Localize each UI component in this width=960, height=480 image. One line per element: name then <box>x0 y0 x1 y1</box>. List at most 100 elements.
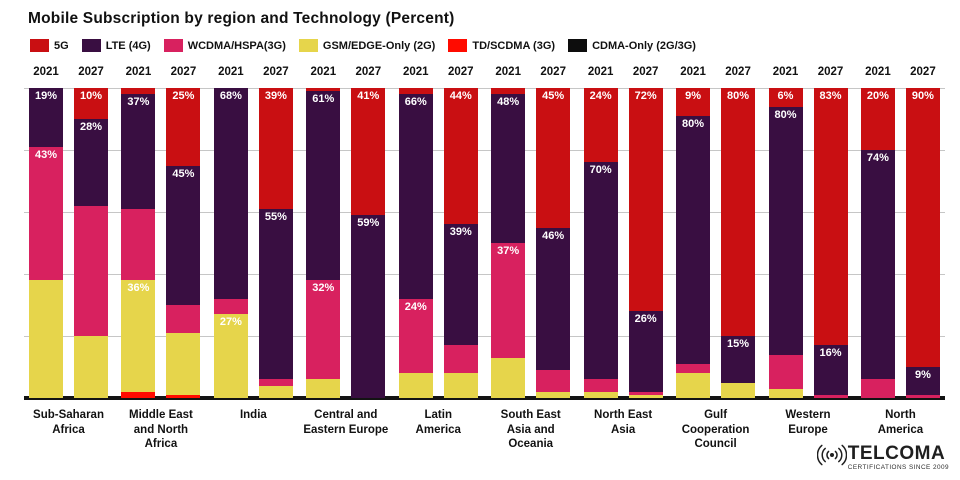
bar-segment: 44% <box>443 88 478 225</box>
bar-column: 2027 41% 59% <box>351 62 386 398</box>
bar-segment <box>74 335 108 398</box>
segment-value-label: 55% <box>264 210 287 223</box>
bar-segment <box>166 394 201 398</box>
segment-value-label: 9% <box>914 369 931 381</box>
bar-segment: 36% <box>121 280 156 392</box>
bar-segment <box>813 394 848 398</box>
gridline <box>24 274 945 275</box>
segment-value-label: 36% <box>127 282 150 295</box>
bar-segment: 41% <box>351 88 386 216</box>
bar-segment: 39% <box>258 88 293 209</box>
bar-segment <box>721 382 756 398</box>
segment-value-label: 24% <box>589 90 612 102</box>
bar-segment: 9% <box>905 367 940 395</box>
year-label: 2021 <box>218 66 244 78</box>
bar-column: 2021 19% 43% <box>29 62 63 398</box>
bar-group: 2021 6% 80% 2027 83% 16% Western Europe <box>768 62 848 452</box>
bar-column: 2027 83% 16% <box>813 62 848 398</box>
legend-label: CDMA-Only (2G/3G) <box>592 39 696 52</box>
bar-segment <box>258 385 293 398</box>
bar-segment: 80% <box>768 106 803 355</box>
year-label: 2021 <box>865 66 891 78</box>
legend-item: GSM/EDGE-Only (2G) <box>298 39 436 52</box>
bar-segment: 37% <box>121 94 156 209</box>
region-label: Sub-Saharan Africa <box>33 409 104 436</box>
segment-value-label: 37% <box>127 96 150 109</box>
region-label: South East Asia and Oceania <box>500 409 561 451</box>
legend-swatch-icon <box>30 39 49 52</box>
bar-segment <box>306 88 341 92</box>
segment-value-label: 46% <box>542 229 565 242</box>
gridline <box>24 336 945 337</box>
bar-pair: 2021 68% 27% 2027 39% 55% <box>213 62 293 398</box>
bar-pair: 2021 20% 74% 2027 90% 9% <box>860 62 940 398</box>
bar-segment <box>121 88 156 95</box>
bar-segment <box>768 354 803 389</box>
gridline <box>24 150 945 151</box>
segment-value-label: 83% <box>819 90 842 102</box>
segment-value-label: 20% <box>866 90 889 102</box>
bar-column: 2021 68% 27% <box>213 62 248 398</box>
bar-segment <box>166 305 201 333</box>
bar-segment <box>676 363 711 374</box>
bar-segment: 80% <box>721 88 756 336</box>
bar-column: 2021 66% 24% <box>398 62 433 398</box>
stacked-bar: 68% 27% <box>213 88 248 398</box>
legend-item: TD/SCDMA (3G) <box>448 39 555 52</box>
region-label: North East Asia <box>594 409 653 436</box>
year-label: 2021 <box>310 66 337 78</box>
bar-pair: 2021 19% 43% 2027 10% 28% <box>29 62 108 398</box>
bar-segment: 74% <box>860 150 895 380</box>
segment-value-label: 72% <box>634 90 657 102</box>
segment-value-label: 74% <box>866 152 889 164</box>
segment-value-label: 80% <box>727 90 750 102</box>
segment-value-label: 39% <box>449 226 472 239</box>
bar-segment: 24% <box>398 298 433 374</box>
bar-column: 2021 37% 36% <box>121 62 156 398</box>
bar-column: 2027 90% 9% <box>905 62 940 398</box>
segment-value-label: 15% <box>727 338 750 350</box>
segment-value-label: 6% <box>777 90 794 102</box>
logo-text: TELCOMA CERTIFICATIONS SINCE 2009 <box>848 444 949 471</box>
segment-value-label: 26% <box>634 313 657 326</box>
segment-value-label: 39% <box>264 90 287 102</box>
bar-segment <box>905 394 940 398</box>
legend-swatch-icon <box>298 39 318 52</box>
bar-segment: 66% <box>398 94 433 299</box>
stacked-bar: 66% 24% <box>398 88 433 398</box>
bar-segment: 27% <box>213 314 248 398</box>
stacked-bar: 37% 36% <box>121 88 156 398</box>
stacked-bar: 9% 80% <box>676 88 711 398</box>
bar-segment: 90% <box>905 88 940 367</box>
bar-column: 2021 20% 74% <box>860 62 895 398</box>
legend-label: GSM/EDGE-Only (2G) <box>322 39 436 52</box>
region-label: Western Europe <box>785 409 831 436</box>
stacked-bar: 72% 26% <box>628 88 663 398</box>
segment-value-label: 48% <box>497 96 520 109</box>
bar-segment <box>491 88 526 95</box>
region-label: Gulf Cooperation Council <box>681 409 750 451</box>
segment-value-label: 66% <box>404 96 427 109</box>
bar-segment: 20% <box>860 88 895 150</box>
legend-label: LTE (4G) <box>105 39 151 52</box>
bar-segment <box>166 332 201 395</box>
legend-item: LTE (4G) <box>81 39 151 52</box>
year-label: 2021 <box>680 66 706 78</box>
bar-pair: 2021 24% 70% 2027 72% 26% <box>583 62 663 398</box>
bar-segment: 32% <box>306 280 341 380</box>
bar-segment <box>628 391 663 395</box>
legend-label: 5G <box>54 39 69 52</box>
bar-segment <box>398 373 433 398</box>
bar-segment: 26% <box>628 311 663 392</box>
bar-segment: 6% <box>768 88 803 107</box>
bar-segment <box>121 208 156 281</box>
year-label: 2021 <box>33 66 59 78</box>
bar-segment <box>676 373 711 398</box>
chart-area: 2021 19% 43% 2027 10% 28% Sub-Saharan Africa 20… <box>24 62 945 452</box>
year-label: 2021 <box>125 66 152 78</box>
bar-segment: 39% <box>443 224 478 346</box>
logo-tagline: CERTIFICATIONS SINCE 2009 <box>847 464 949 471</box>
bar-column: 2027 39% 55% <box>258 62 293 398</box>
segment-value-label: 43% <box>34 148 58 161</box>
gridlines <box>24 88 945 400</box>
